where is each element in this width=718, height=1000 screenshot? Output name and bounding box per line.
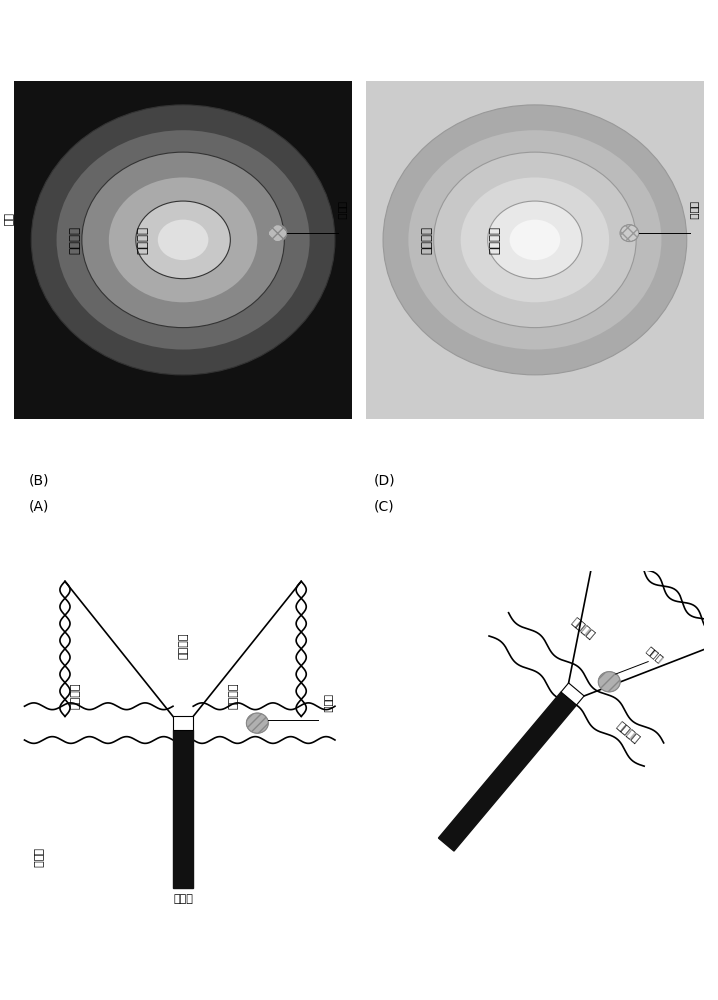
Text: 病变部: 病变部	[337, 201, 348, 219]
Ellipse shape	[158, 220, 208, 260]
Text: 前方视野: 前方视野	[178, 632, 188, 659]
Text: 胸腔部: 胸腔部	[33, 848, 43, 868]
Text: 病变部: 病变部	[644, 644, 665, 664]
Text: 病变部: 病变部	[323, 694, 333, 712]
Text: 側方视野: 側方视野	[69, 226, 82, 254]
Text: 内豸镜: 内豸镜	[173, 894, 193, 904]
Ellipse shape	[409, 130, 661, 350]
Ellipse shape	[82, 152, 284, 328]
Ellipse shape	[57, 130, 309, 350]
Ellipse shape	[136, 201, 230, 279]
Ellipse shape	[598, 672, 620, 692]
Ellipse shape	[510, 220, 560, 260]
Text: 側方视野: 側方视野	[421, 226, 434, 254]
Text: 病变部: 病变部	[689, 201, 699, 219]
Ellipse shape	[269, 225, 287, 242]
Text: 側方视野: 側方视野	[229, 683, 238, 709]
Text: 側方视野: 側方视野	[70, 683, 80, 709]
Ellipse shape	[32, 105, 335, 375]
Text: 前方视野: 前方视野	[569, 617, 597, 641]
Ellipse shape	[109, 177, 257, 302]
Ellipse shape	[461, 177, 609, 302]
Ellipse shape	[383, 105, 687, 375]
Ellipse shape	[488, 201, 582, 279]
Ellipse shape	[246, 713, 269, 733]
Text: 前方视野: 前方视野	[136, 226, 149, 254]
Text: 控模: 控模	[2, 213, 12, 227]
Text: (D): (D)	[373, 474, 395, 488]
Bar	[173, 730, 193, 888]
Bar	[173, 716, 193, 730]
Polygon shape	[561, 683, 584, 705]
Ellipse shape	[434, 152, 636, 328]
Text: (C): (C)	[373, 499, 394, 513]
Polygon shape	[439, 692, 577, 851]
Text: (B): (B)	[29, 474, 50, 488]
Ellipse shape	[620, 225, 639, 242]
Text: 側方视野: 側方视野	[615, 720, 641, 745]
Text: 前方视野: 前方视野	[488, 226, 501, 254]
Text: (A): (A)	[29, 499, 49, 513]
